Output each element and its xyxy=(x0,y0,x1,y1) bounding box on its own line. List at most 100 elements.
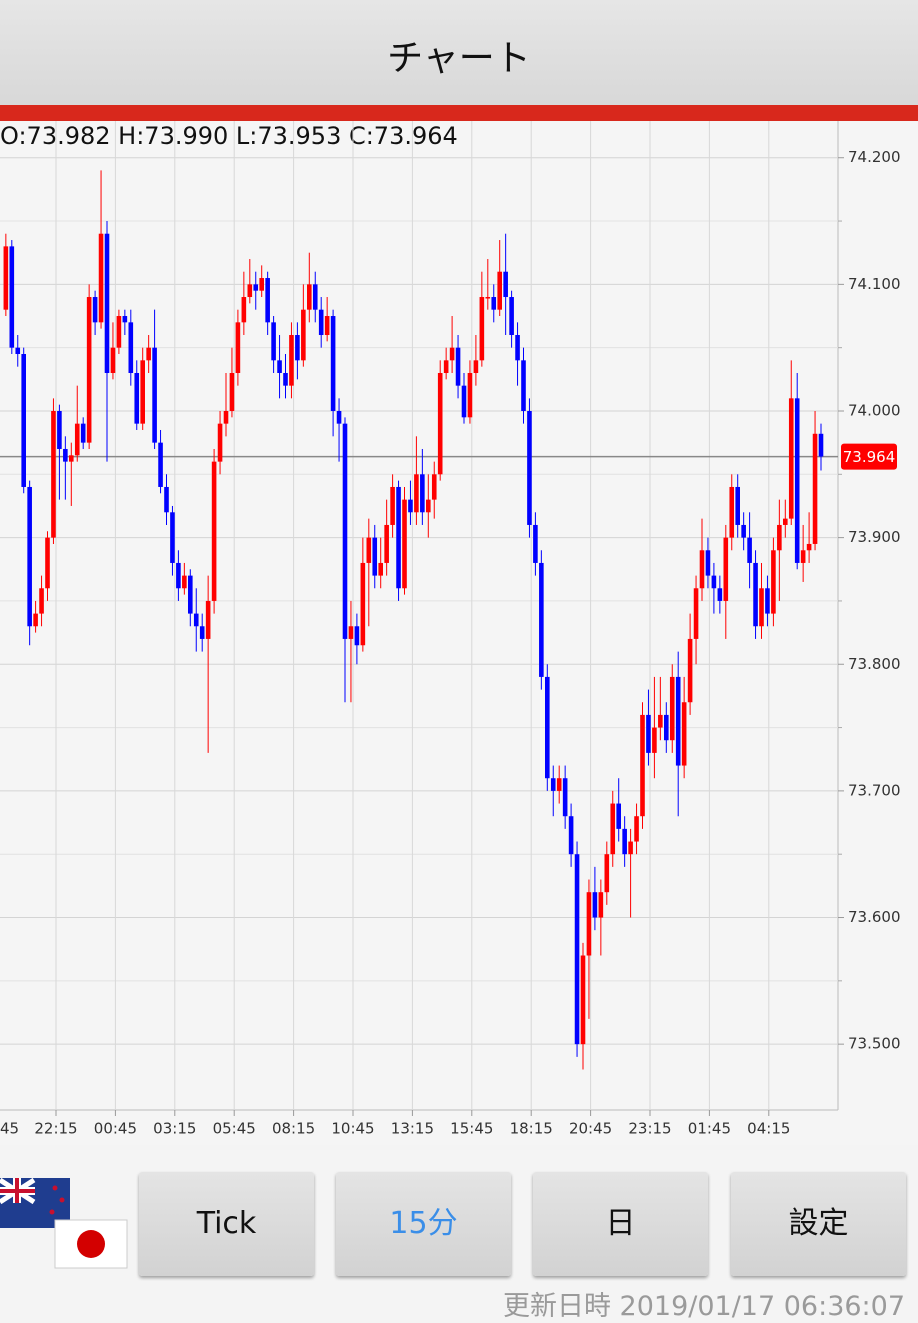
update-time: 更新日時 2019/01/17 06:36:07 xyxy=(502,1291,905,1322)
candle-body xyxy=(51,410,56,538)
candle-body xyxy=(324,316,330,336)
candle-body xyxy=(783,518,788,525)
candle-body xyxy=(253,284,259,291)
candle-body xyxy=(646,714,651,753)
candle-body xyxy=(140,360,145,424)
candle-body xyxy=(759,588,764,627)
candle-body xyxy=(15,347,21,355)
y-tick-label: 73.500 xyxy=(848,1035,901,1053)
candle-body xyxy=(723,537,729,601)
candle-body xyxy=(729,486,735,538)
candle-body xyxy=(360,562,366,646)
candle-body xyxy=(515,335,520,361)
candle-body xyxy=(9,246,15,348)
candle-body xyxy=(265,278,270,323)
x-tick-label: 23:15 xyxy=(628,1120,671,1138)
candle-body xyxy=(295,335,300,361)
candle-body xyxy=(217,423,223,462)
candle-body xyxy=(57,410,62,449)
candle-body xyxy=(497,271,502,310)
candle-body xyxy=(384,524,389,563)
candle-body xyxy=(408,499,413,513)
candle-body xyxy=(800,550,806,563)
candle-body xyxy=(652,727,657,753)
candle-body xyxy=(235,322,241,373)
candle-body xyxy=(182,575,187,589)
tab-button[interactable]: 設定 xyxy=(731,1172,906,1276)
candle-body xyxy=(753,562,758,627)
candle-body xyxy=(229,372,235,411)
candle-body xyxy=(574,854,580,1045)
candle-body xyxy=(491,297,497,310)
candle-body xyxy=(128,322,134,373)
candle-body xyxy=(86,297,92,443)
candle-body xyxy=(307,284,312,310)
candle-body xyxy=(301,309,306,361)
candle-body xyxy=(777,524,782,551)
candle-body xyxy=(80,423,86,443)
candle-body xyxy=(205,600,211,639)
candle-body xyxy=(134,372,140,424)
candle-body xyxy=(545,676,550,779)
x-tick-label: 18:15 xyxy=(510,1120,553,1138)
candle-body xyxy=(247,284,253,298)
candle-body xyxy=(693,588,699,639)
candle-body xyxy=(414,474,419,513)
candle-body xyxy=(449,347,455,361)
candle-body xyxy=(390,486,395,525)
x-tick-label: 08:15 xyxy=(272,1120,315,1138)
candle-body xyxy=(812,433,818,544)
candle-body xyxy=(747,537,752,563)
candle-body xyxy=(461,385,467,418)
tab-button[interactable]: Tick xyxy=(139,1172,314,1276)
candle-body xyxy=(806,543,812,551)
candle-body xyxy=(318,309,324,336)
candle-body xyxy=(503,271,508,298)
candle-body xyxy=(592,892,598,918)
candle-body xyxy=(330,316,336,411)
candle-body xyxy=(116,316,122,348)
candle-body xyxy=(598,892,604,918)
candle-body xyxy=(193,613,199,627)
candle-body xyxy=(539,562,544,677)
candle-body xyxy=(467,372,473,418)
candle-body xyxy=(741,524,746,538)
candle-body xyxy=(396,486,401,589)
candle-body xyxy=(211,461,217,601)
candle-body xyxy=(336,410,342,424)
x-tick-label: 45 xyxy=(0,1120,19,1138)
x-tick-label: 03:15 xyxy=(153,1120,196,1138)
candle-body xyxy=(366,537,372,563)
candle-body xyxy=(3,246,9,310)
candle-body xyxy=(699,550,705,589)
tab-button[interactable]: 15分 xyxy=(336,1172,511,1276)
current-price-label: 73.964 xyxy=(843,448,896,466)
candle-body xyxy=(455,347,461,386)
x-tick-label: 00:45 xyxy=(94,1120,137,1138)
y-tick-label: 73.900 xyxy=(848,528,901,546)
candle-body xyxy=(92,297,98,323)
candle-body xyxy=(223,410,229,424)
candle-body xyxy=(788,398,794,519)
candle-body xyxy=(616,803,621,829)
tab-button[interactable]: 日 xyxy=(533,1172,708,1276)
x-tick-label: 20:45 xyxy=(569,1120,612,1138)
candle-body xyxy=(610,803,616,855)
candle-body xyxy=(21,354,26,487)
candle-body xyxy=(705,550,711,576)
candle-body xyxy=(402,499,407,589)
candle-body xyxy=(27,486,32,627)
candle-body xyxy=(289,335,294,386)
candle-body xyxy=(283,372,288,386)
candle-body xyxy=(550,778,556,791)
candle-body xyxy=(110,347,116,373)
candle-body xyxy=(818,433,824,457)
accent-bar xyxy=(0,105,918,121)
candle-body xyxy=(426,499,431,513)
candle-body xyxy=(176,562,181,589)
ohlc-info: O:73.982 H:73.990 L:73.953 C:73.964 xyxy=(0,122,458,150)
y-tick-label: 74.000 xyxy=(848,401,901,419)
candle-body xyxy=(443,360,449,373)
candle-body xyxy=(521,360,526,411)
